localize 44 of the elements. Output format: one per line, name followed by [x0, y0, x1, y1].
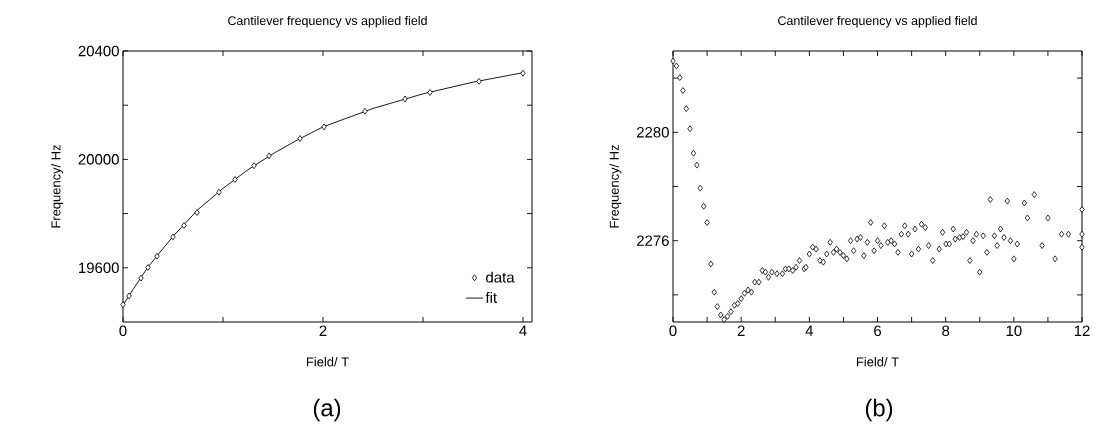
- point: [120, 301, 126, 309]
- x-axis-title: Field/ T: [306, 356, 349, 367]
- point: [194, 209, 200, 216]
- x-axis-title: Field/ T: [856, 356, 899, 367]
- x-tick-label: 8: [942, 325, 950, 337]
- x-tick-label: 10: [1006, 325, 1022, 337]
- point: [126, 292, 132, 300]
- legend-label: data: [486, 271, 515, 283]
- y-tick-label: 19600: [79, 262, 119, 274]
- point: [402, 95, 408, 103]
- x-tick-label: 2: [319, 325, 327, 336]
- point: [154, 252, 160, 260]
- point: [232, 176, 238, 183]
- y-tick-label: 2280: [636, 127, 669, 138]
- point: [216, 188, 222, 196]
- point: [362, 107, 368, 115]
- point: [251, 162, 257, 170]
- point: [321, 123, 327, 131]
- chart-title: Cantilever frequency vs applied field: [778, 15, 977, 28]
- point: [427, 89, 433, 96]
- point: [266, 152, 272, 160]
- point: [520, 69, 526, 77]
- text: (a): [313, 398, 341, 422]
- x-tick-label: 12: [1074, 325, 1090, 336]
- x-tick-label: 2: [737, 325, 745, 336]
- point: [170, 233, 176, 241]
- point: [297, 135, 303, 142]
- legend-label: fit: [485, 291, 497, 303]
- point: [145, 264, 151, 271]
- x-tick-label: 4: [519, 325, 527, 336]
- x-tick-label: 4: [805, 325, 814, 336]
- x-tick-label: 0: [669, 325, 677, 337]
- y-tick-label: 20400: [78, 45, 119, 57]
- chart-title: Cantilever frequency vs applied field: [228, 15, 427, 28]
- point: [138, 274, 144, 282]
- x-tick-label: 6: [874, 325, 882, 337]
- y-tick-label: 20000: [78, 154, 119, 165]
- y-axis-title: Frequency/ Hz: [51, 145, 64, 228]
- x-tick-label: 0: [119, 325, 127, 337]
- point: [476, 77, 482, 85]
- y-tick-label: 2276: [636, 235, 669, 246]
- y-axis-title: Frequency/ Hz: [609, 145, 622, 228]
- text: (b): [865, 398, 893, 422]
- point: [181, 222, 187, 229]
